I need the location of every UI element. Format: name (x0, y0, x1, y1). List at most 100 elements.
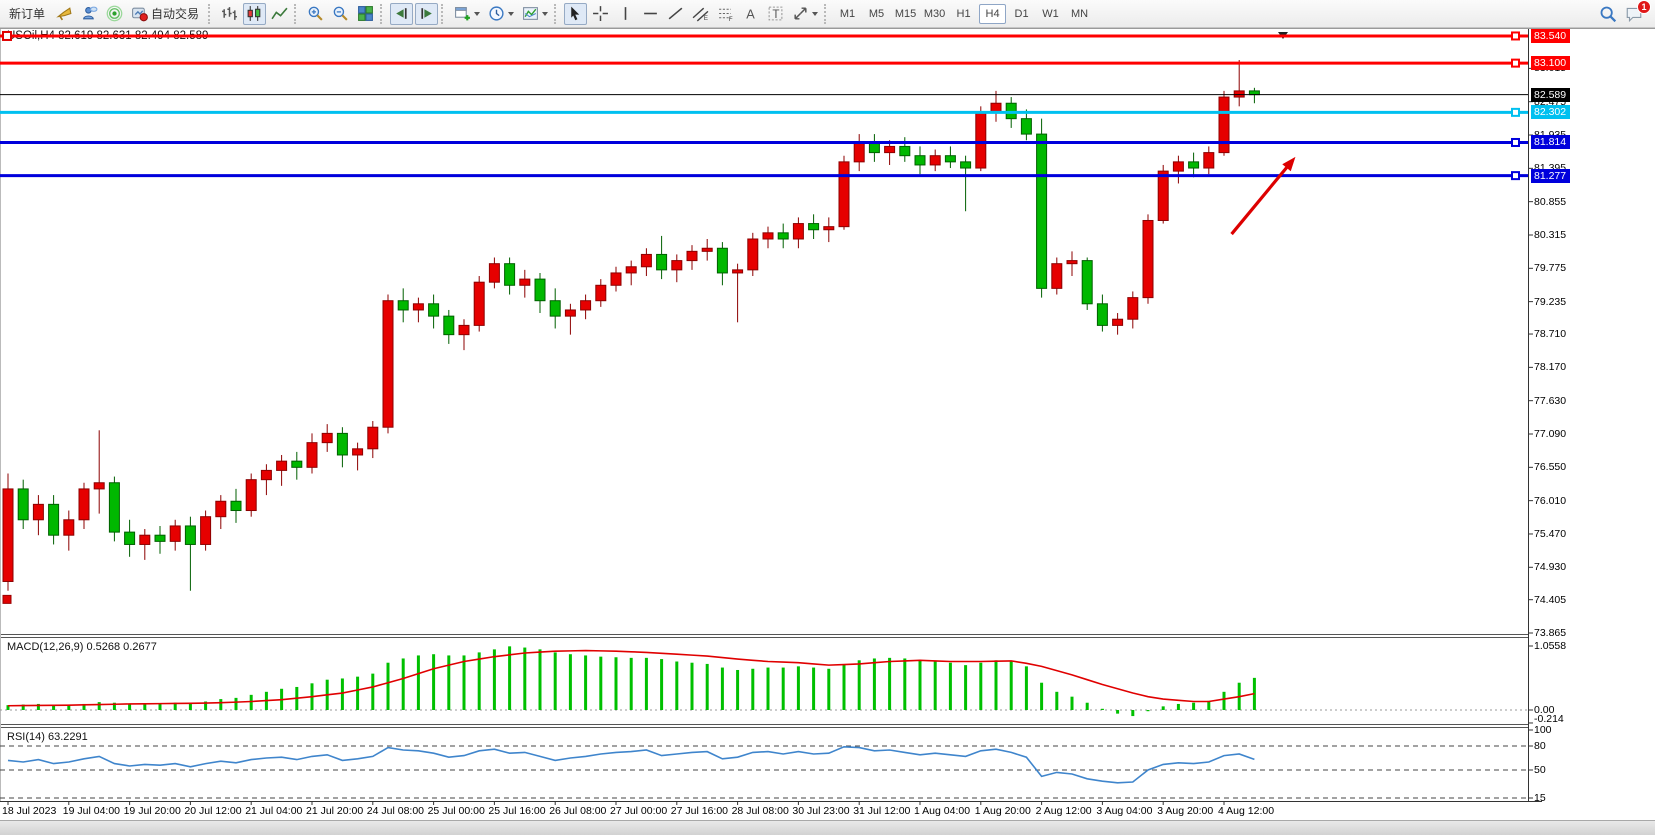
line-handle[interactable] (1511, 31, 1520, 41)
timeframe-m5-button[interactable]: M5 (868, 7, 885, 20)
newchart-icon (454, 5, 471, 22)
timeframe-m15-button[interactable]: M15 (894, 7, 917, 20)
chart-window[interactable]: USOil,H4 82.619 82.631 82.494 82.589 MAC… (0, 28, 1655, 820)
timeframe-m30-button[interactable]: M30 (923, 7, 946, 20)
candle-body (154, 534, 166, 542)
line-handle[interactable] (1511, 137, 1520, 147)
candle-body (1172, 161, 1184, 172)
community-button[interactable] (78, 3, 101, 25)
horn-button[interactable] (53, 3, 76, 25)
auto-scroll-button[interactable] (390, 2, 414, 25)
candle-body (929, 155, 941, 166)
person-icon (81, 5, 98, 22)
macd-pane (0, 645, 1533, 724)
toolbar-grip (554, 3, 561, 24)
candle-body (184, 525, 196, 545)
timeframe-m1-button[interactable]: M1 (839, 7, 856, 20)
candle-body (367, 426, 379, 450)
svg-text:E: E (704, 15, 708, 22)
candle-body (595, 284, 607, 302)
object-anchor-handle[interactable] (2, 594, 12, 604)
candle-body (701, 247, 713, 252)
candlestick-button[interactable] (243, 2, 267, 25)
candle-body (17, 488, 29, 521)
candle-body (32, 503, 44, 521)
signal-icon (106, 5, 123, 22)
channel-button[interactable]: E (689, 3, 712, 25)
candle-body (549, 300, 561, 317)
new-chart-button[interactable] (451, 3, 483, 25)
chart-shift-button[interactable] (415, 2, 439, 25)
chevron-down-icon (474, 11, 481, 16)
timeframe-d1-button[interactable]: D1 (1014, 7, 1029, 20)
autoscroll-icon (393, 5, 410, 22)
candle-body (1051, 263, 1063, 289)
line-handle[interactable] (1511, 58, 1520, 68)
cursor-button[interactable] (564, 2, 588, 25)
channel-icon: E (692, 5, 709, 22)
timeframe-w1-button[interactable]: W1 (1042, 7, 1059, 20)
line-handle[interactable] (1511, 107, 1520, 117)
line-handle[interactable] (1511, 171, 1520, 181)
candle-body (48, 503, 60, 536)
candle-body (260, 469, 272, 481)
candle-body (914, 155, 926, 166)
timeframe-h1-button[interactable]: H1 (956, 7, 971, 20)
candle-body (504, 263, 516, 286)
time-axis[interactable] (7, 801, 1225, 805)
zoom-out-button[interactable] (329, 3, 352, 25)
horizontal-line-button[interactable] (639, 3, 662, 25)
candle-body (762, 232, 774, 240)
horizontal-lines[interactable] (0, 30, 1528, 604)
fibonacci-button[interactable]: F (714, 3, 737, 25)
candle-body (519, 278, 531, 286)
candle-body (93, 482, 105, 490)
candle-body (276, 460, 288, 471)
candle-body (1112, 318, 1124, 326)
new-order-button[interactable]: 新订单 (3, 3, 51, 25)
candle-body (884, 145, 896, 154)
candle-body (306, 442, 318, 468)
search-button[interactable] (1596, 3, 1620, 25)
toolbar: 新订单 自动交易 E F A T M1 M5 M15 M30 H1 H4 D1 W1 MN 1 (0, 0, 1655, 28)
price-axis-ticks[interactable] (1528, 67, 1533, 634)
templates-button[interactable] (519, 3, 551, 25)
text-label-button[interactable]: T (764, 3, 787, 25)
candle-body (686, 250, 698, 262)
notifications-button[interactable]: 1 (1622, 0, 1651, 25)
line-chart-button[interactable] (268, 3, 291, 25)
text-button[interactable]: A (739, 3, 762, 25)
candle-body (488, 263, 500, 283)
candle-body (838, 161, 850, 228)
red-arrow-annotation[interactable] (1230, 156, 1296, 236)
chart-canvas[interactable] (0, 29, 1655, 821)
arrows-button[interactable] (789, 3, 821, 25)
timeframe-h4-button[interactable]: H4 (979, 3, 1007, 24)
candle-body (564, 309, 576, 317)
trendline-button[interactable] (664, 3, 687, 25)
candle-body (808, 223, 820, 231)
pane-separators (0, 29, 1542, 802)
timeframe-mn-button[interactable]: MN (1070, 7, 1089, 20)
tile-windows-button[interactable] (354, 3, 377, 25)
candle-body (78, 488, 90, 521)
vertical-line-button[interactable] (614, 3, 637, 25)
cursor-icon (567, 5, 584, 22)
zoom-in-button[interactable] (304, 3, 327, 25)
candle-body (215, 500, 227, 518)
signals-button[interactable] (103, 3, 126, 25)
rsi-pane (0, 729, 1533, 799)
horn-icon (56, 5, 73, 22)
autotrading-button[interactable]: 自动交易 (128, 3, 205, 25)
candle-body (671, 260, 683, 271)
zoomout-icon (332, 5, 349, 22)
candle-body (458, 324, 470, 336)
candle-body (397, 300, 409, 311)
bar-chart-button[interactable] (218, 3, 241, 25)
candle-body (473, 281, 485, 326)
periods-button[interactable] (485, 3, 517, 25)
line-anchor-handle[interactable] (2, 30, 12, 41)
crosshair-button[interactable] (589, 3, 612, 25)
candle-body (580, 300, 592, 311)
toolbar-grip (208, 3, 215, 24)
